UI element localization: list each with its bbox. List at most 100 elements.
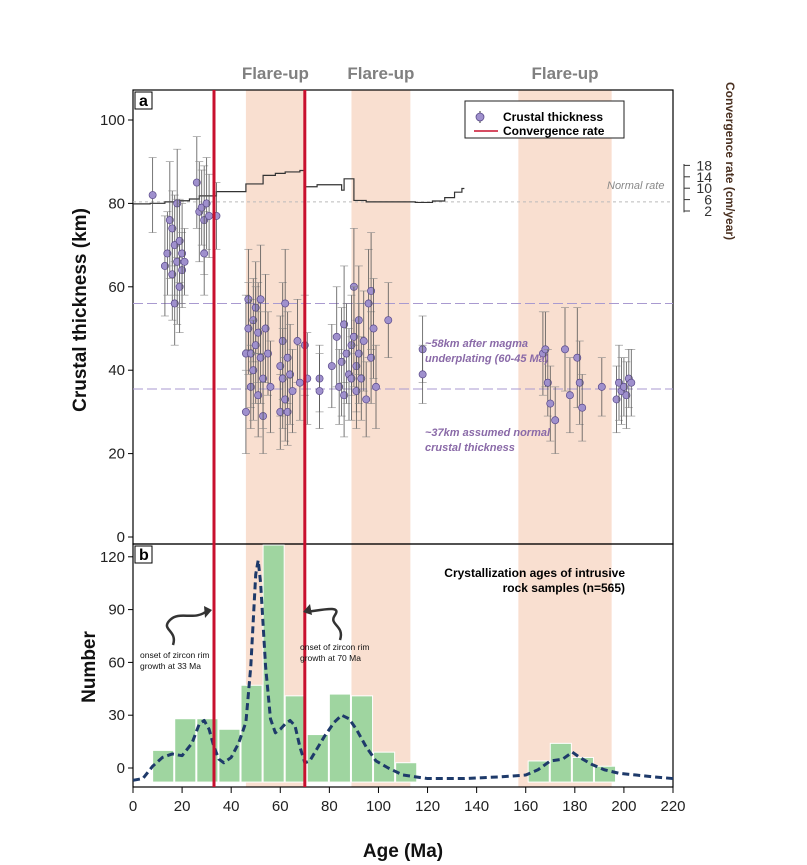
crustal-point [575, 378, 584, 387]
normal-rate-label: Normal rate [607, 180, 664, 192]
crustal-point [283, 407, 292, 416]
crustal-point [551, 416, 560, 425]
right-tick-label: 2 [704, 203, 712, 219]
crustal-point [192, 178, 201, 187]
crustal-point [281, 299, 290, 308]
x-tick-label: 60 [272, 798, 289, 815]
crustal-point [251, 341, 260, 350]
crustal-point [543, 378, 552, 387]
histogram-bar [593, 765, 617, 783]
crustal-point [288, 387, 297, 395]
histogram-bar [328, 693, 351, 783]
crustal-point [286, 370, 295, 379]
panel-a [133, 136, 673, 454]
x-tick-label: 100 [366, 798, 391, 815]
crustal-point [295, 378, 304, 387]
panel-a-badge [134, 91, 153, 110]
histogram-bar [549, 742, 572, 783]
y-tick-label-a: 60 [108, 279, 125, 296]
crustal-point [627, 378, 636, 387]
y-tick-label-a: 20 [108, 446, 125, 463]
crustal-point [367, 287, 376, 295]
crustal-point [546, 399, 555, 408]
zircon-rim-lines [212, 90, 307, 787]
histogram-bar [306, 734, 329, 783]
crustal-point [337, 357, 346, 366]
panel-b-title-1: Crystallization ages of intrusive [444, 566, 625, 580]
normal-thickness-label-2: crustal thickness [425, 442, 515, 454]
flare-up-band-3 [518, 90, 612, 787]
panel-b-title-2: rock samples (n=565) [503, 581, 625, 595]
y-tick-label-b: 30 [108, 707, 125, 724]
crustal-point [369, 324, 378, 333]
crustal-point [283, 353, 292, 362]
crustal-point [597, 382, 606, 391]
legend: Crustal thickness Convergence rate [464, 100, 625, 139]
convergence-rate-line [133, 169, 465, 205]
crustal-point [619, 382, 628, 391]
flare-up-label-3: Flare-up [531, 64, 598, 83]
crustal-point [200, 249, 209, 258]
onset-33-arrow [165, 609, 209, 646]
crustal-point [565, 391, 574, 400]
onset-33-label-1: onset of zircon rim [140, 650, 209, 660]
legend-crustal-label: Crustal thickness [503, 110, 603, 124]
histogram-bar [284, 695, 307, 783]
onset-70-arrowhead [303, 604, 312, 615]
legend-point-marker [475, 112, 485, 122]
flare-up-label-1: Flare-up [242, 64, 309, 83]
y-tick-label-a: 100 [100, 112, 125, 129]
histogram-bar [350, 695, 374, 783]
legend-box [464, 100, 625, 139]
crustal-point [256, 295, 265, 304]
x-tick-label: 0 [129, 798, 137, 815]
crustal-point [347, 374, 356, 383]
crustal-point [148, 191, 157, 200]
crustal-point [244, 324, 253, 333]
flare-up-label-2: Flare-up [347, 64, 414, 83]
crustal-point [175, 236, 184, 245]
onset-70-arrow [305, 607, 343, 641]
histogram-bar [571, 756, 594, 783]
crustal-point [327, 362, 336, 370]
y-tick-label-b: 120 [100, 549, 125, 566]
panel-b-frame [132, 543, 674, 788]
crustal-point [340, 320, 349, 329]
crustal-point [342, 349, 351, 358]
normal-thickness-label-1: ~37km assumed normal [425, 427, 551, 439]
right-tick-label: 14 [696, 169, 712, 185]
axes: 0 20 40 60 80 100 0 30 60 90 120 0 20 40 60 80 100 120 140… [100, 112, 712, 815]
crustal-point [175, 282, 184, 291]
right-tick-label: 18 [696, 157, 712, 173]
crustal-point [573, 353, 582, 362]
crustal-point [359, 337, 368, 345]
crustal-point [281, 395, 290, 404]
y-tick-label-a: 0 [117, 529, 125, 546]
x-tick-label: 80 [321, 798, 338, 815]
crustal-point [261, 324, 270, 333]
panel-a-label: a [139, 93, 148, 110]
crustal-point [612, 395, 621, 404]
y-tick-label-b: 60 [108, 654, 125, 671]
crustal-point [372, 382, 380, 391]
flare-up-bands [245, 90, 612, 787]
x-tick-label: 140 [464, 798, 489, 815]
onset-33-arrowhead [204, 606, 212, 618]
y-axis-label-b: Number [79, 631, 100, 703]
crustal-point [622, 391, 631, 400]
crustal-point [205, 211, 214, 220]
right-tick-label: 10 [696, 180, 712, 196]
magma-underplating-label-1: ~58km after magma [425, 338, 528, 350]
crustal-point [259, 374, 268, 383]
x-tick-label: 160 [513, 798, 538, 815]
legend-convergence-label: Convergence rate [503, 124, 605, 138]
right-tick-label: 6 [704, 192, 712, 208]
crustal-point [357, 374, 366, 383]
panel-b-badge [134, 545, 153, 564]
crustal-point [163, 249, 172, 258]
y-tick-label-b: 90 [108, 602, 125, 619]
crustal-point [315, 387, 324, 395]
x-tick-label: 200 [611, 798, 636, 815]
y-axis-label-a: Crustal thickness (km) [70, 208, 91, 412]
